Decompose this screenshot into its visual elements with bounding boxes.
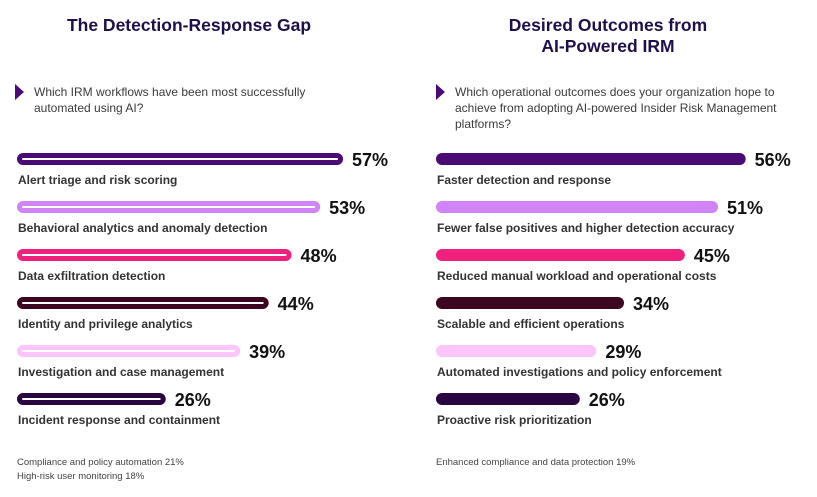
footnote: Enhanced compliance and data protection … — [436, 457, 636, 468]
footnotes: Enhanced compliance and data protection … — [436, 456, 635, 470]
survey-question: Which IRM workflows have been most succe… — [34, 85, 306, 115]
value-label: 45% — [694, 246, 730, 266]
bar — [436, 345, 597, 357]
bar-row: 51% Fewer false positives and higher dete… — [436, 198, 763, 235]
value-label: 34% — [633, 294, 669, 314]
bar-row: 26% Incident response and containment — [17, 390, 220, 427]
chart-title: The Detection-Response Gap — [66, 15, 312, 35]
footnote: High-risk user monitoring 18% — [17, 471, 145, 482]
footnote: Compliance and policy automation 21% — [17, 457, 184, 468]
bar — [17, 249, 292, 261]
bar-row: 53% Behavioral analytics and anomaly dete… — [17, 198, 365, 235]
category-label: Scalable and efficient operations — [437, 317, 625, 331]
category-label: Alert triage and risk scoring — [18, 173, 177, 187]
bar — [436, 249, 685, 261]
bar-row: 26% Proactive risk prioritization — [436, 390, 625, 427]
bar-row: 44% Identity and privilege analytics — [17, 294, 314, 331]
bar — [17, 201, 321, 213]
chart-title-line: Desired Outcomes from — [508, 15, 708, 35]
bar — [17, 297, 269, 309]
category-label: Investigation and case management — [18, 365, 224, 379]
value-label: 51% — [727, 198, 763, 218]
category-label: Proactive risk prioritization — [437, 413, 592, 427]
bar-row: 56% Faster detection and response — [436, 150, 791, 187]
bar-row: 45% Reduced manual workload and operation… — [436, 246, 730, 283]
right-panel: Desired Outcomes from AI-Powered IRM Whi… — [408, 0, 816, 497]
left-panel: The Detection-Response Gap Which IRM wor… — [0, 0, 408, 497]
value-label: 57% — [352, 150, 388, 170]
value-label: 53% — [329, 198, 365, 218]
bar-chart-workflows: 57% Alert triage and risk scoring 53% Behav… — [17, 150, 388, 427]
bar-row: 39% Investigation and case management — [17, 342, 285, 379]
bar-row: 29% Automated investigations and policy e… — [436, 342, 722, 379]
chart-title-line: AI-Powered IRM — [541, 36, 675, 56]
value-label: 48% — [301, 246, 337, 266]
category-label: Automated investigations and policy enfo… — [437, 365, 722, 379]
category-label: Faster detection and response — [437, 173, 611, 187]
bar — [17, 345, 241, 357]
chart-title: Desired Outcomes from AI-Powered IRM — [408, 15, 816, 57]
bar-row: 57% Alert triage and risk scoring — [17, 150, 388, 187]
bar — [436, 153, 746, 165]
category-label: Identity and privilege analytics — [18, 317, 193, 331]
footnotes: Compliance and policy automation 21% Hig… — [17, 456, 184, 484]
category-label: Data exfiltration detection — [18, 269, 165, 283]
category-label: Incident response and containment — [18, 413, 220, 427]
value-label: 44% — [278, 294, 314, 314]
value-label: 39% — [249, 342, 285, 362]
bar — [17, 393, 166, 405]
bar — [17, 153, 344, 165]
survey-question: Which operational outcomes does your org… — [455, 85, 777, 131]
bar — [436, 393, 580, 405]
category-label: Behavioral analytics and anomaly detecti… — [18, 221, 267, 235]
value-label: 56% — [755, 150, 791, 170]
category-label: Reduced manual workload and operational … — [437, 269, 717, 283]
question-arrow-icon — [436, 84, 445, 100]
value-label: 26% — [589, 390, 625, 410]
category-label: Fewer false positives and higher detecti… — [437, 221, 735, 235]
value-label: 29% — [605, 342, 641, 362]
bar-row: 34% Scalable and efficient operations — [436, 294, 669, 331]
bar — [436, 201, 719, 213]
bar — [436, 297, 625, 309]
bar-row: 48% Data exfiltration detection — [17, 246, 337, 283]
bar-chart-outcomes: 56% Faster detection and response 51% Fewer… — [436, 150, 791, 427]
question-arrow-icon — [15, 84, 24, 100]
value-label: 26% — [175, 390, 211, 410]
